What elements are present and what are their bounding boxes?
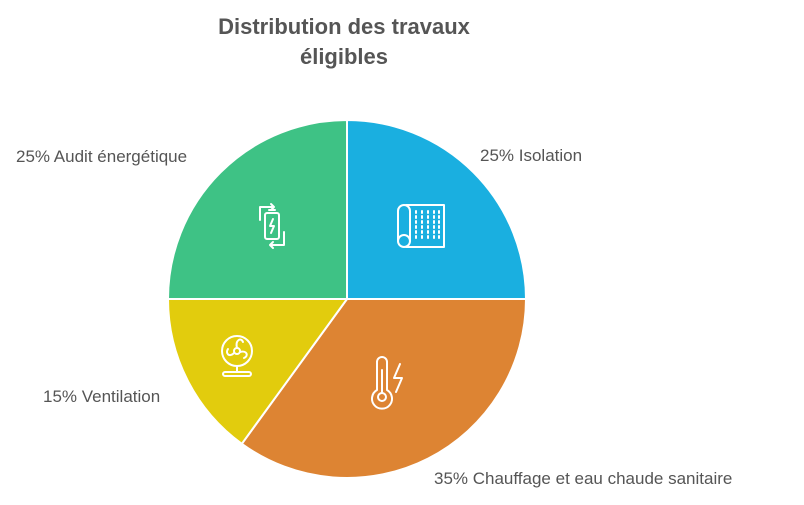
slice-label-audit: 25% Audit énergétique <box>16 147 188 166</box>
slice-label-chauffage: 35% Chauffage et eau chaude sanitaire <box>434 469 733 488</box>
insulation-roll-icon <box>397 204 445 248</box>
chart-title-line-1: Distribution des travaux <box>218 14 470 39</box>
pie-slices <box>166 118 528 479</box>
fan-icon <box>221 335 253 377</box>
slice-audit <box>166 118 348 300</box>
slice-chauffage <box>240 298 528 479</box>
slice-label-ventilation: 15% Ventilation <box>43 387 161 406</box>
chart-title: Distribution des travaux éligibles <box>194 12 494 72</box>
slice-ventilation <box>166 298 349 446</box>
thermometer-bolt-icon <box>371 356 403 410</box>
chart-title-line-2: éligibles <box>299 44 389 69</box>
slice-label-isolation: 25% Isolation <box>480 146 583 165</box>
battery-cycle-icon <box>259 203 285 249</box>
slice-isolation <box>346 118 528 300</box>
